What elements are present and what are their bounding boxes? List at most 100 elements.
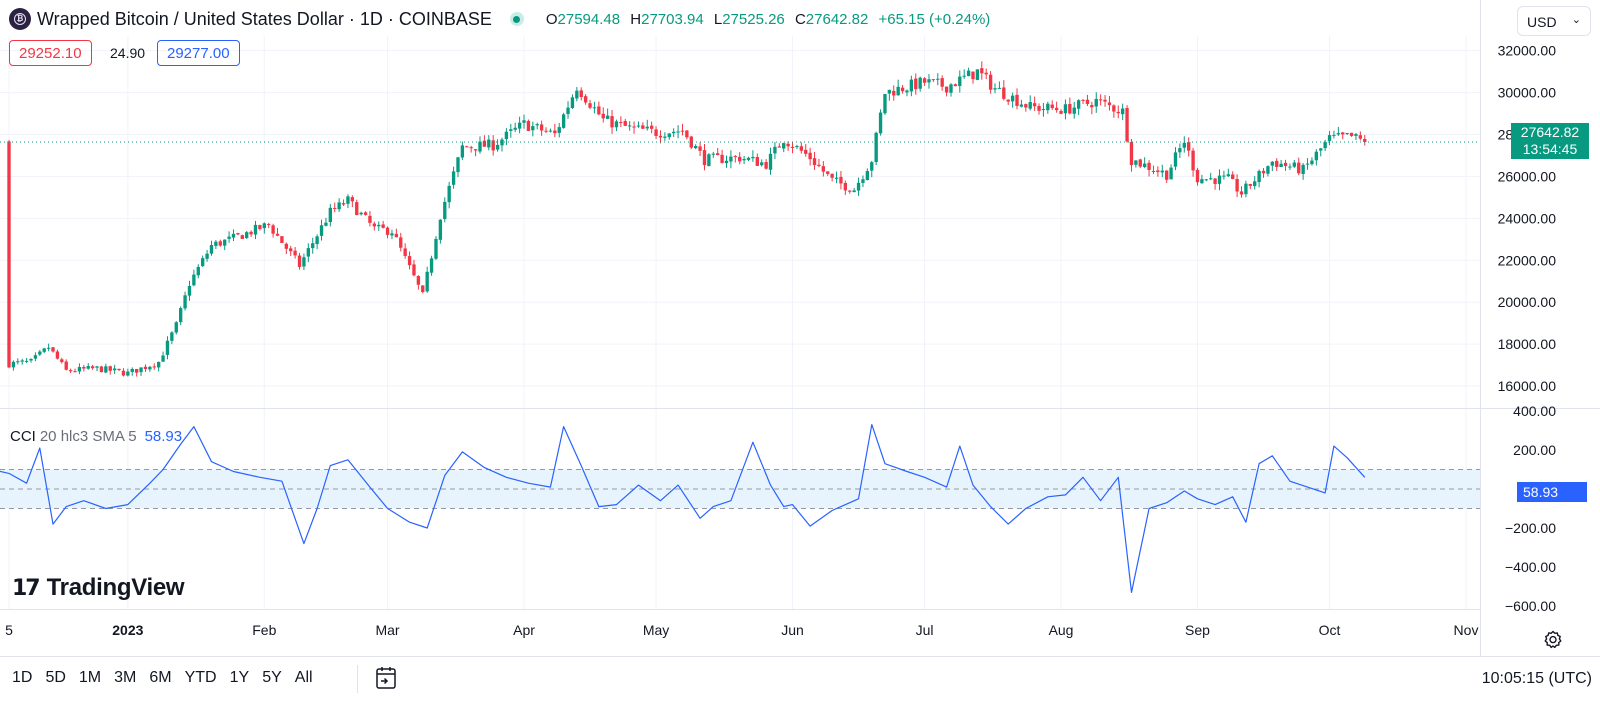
candle-body-down [1261,170,1266,174]
candle-body-up [975,69,980,80]
candle-body-down [812,158,817,166]
currency-value: USD [1527,14,1557,30]
settings-gear-icon[interactable] [1543,630,1563,650]
candle-body-up [522,120,526,123]
candle-body-up [178,308,183,323]
candle-body-down [1151,170,1156,172]
candle-body-up [949,84,953,93]
candle-body-up [729,156,733,162]
candle-body-down [1090,105,1094,108]
candle-body-down [848,190,852,192]
candle-body-down [372,223,377,227]
candle-body-down [1349,132,1354,136]
candle-body-up [966,70,971,77]
candle-body-up [328,207,333,223]
candle-body-down [117,368,121,371]
range-button-ytd[interactable]: YTD [184,669,217,686]
candle-body-up [359,212,363,215]
candle-body-down [240,235,244,239]
candle-body-down [1002,87,1006,99]
candle-body-up [201,258,205,267]
range-button-all[interactable]: All [294,669,313,686]
chart-canvas[interactable]: 16000.00 18000.00 20000.00 22000.00 24000.00… [0,0,1600,656]
currency-select[interactable]: USD ⌄ [1517,6,1591,36]
date-tick-label: Jul [916,622,934,638]
tradingview-logo[interactable]: 17 TradingView [12,574,185,602]
candle-body-down [539,124,544,131]
range-button-3m[interactable]: 3M [114,669,137,686]
candle-body-up [1301,164,1305,174]
utc-clock[interactable]: 10:05:15 (UTC) [1481,670,1592,687]
candle-body-down [1085,99,1090,105]
candle-body-up [1182,142,1186,148]
bitcoin-icon[interactable]: ₿ [9,8,31,30]
candle-body-up [1134,160,1138,165]
candle-body-down [1068,103,1072,114]
range-button-1d[interactable]: 1D [12,669,33,686]
candle-body-down [658,135,663,138]
date-tick-label: 2023 [112,622,143,638]
candle-body-down [720,154,724,163]
candle-body-up [1142,163,1147,168]
candle-body-down [1112,105,1116,112]
candle-body-down [1015,94,1019,106]
candle-body-up [592,107,597,109]
candle-body-down [1283,162,1288,167]
candle-body-up [605,115,610,119]
candle-body-up [183,295,187,309]
candle-body-down [491,140,495,151]
range-button-1y[interactable]: 1Y [229,669,250,686]
candle-body-down [267,224,271,226]
candle-body-down [482,140,487,147]
buy-price-button[interactable]: 29277.00 [157,40,240,66]
candle-body-up [170,332,174,341]
range-button-5y[interactable]: 5Y [262,669,282,686]
candle-body-down [984,72,988,75]
candle-body-down [108,366,112,371]
candle-body-up [205,253,209,259]
cci-legend[interactable]: CCI 20 hlc3 SMA 5 58.93 [10,428,182,445]
candle-body-up [20,360,24,362]
cci-tick-label: −600.00 [1505,598,1556,614]
goto-date-icon[interactable] [374,665,398,691]
cci-value-label: 58.93 [1517,482,1587,502]
candle-body-down [1187,142,1191,151]
candle-body-down [1138,159,1142,167]
candle-body-up [874,132,878,163]
candle-body-up [773,146,777,154]
price-tick-label: 22000.00 [1498,252,1557,268]
candle-body-down [702,150,707,166]
candle-body-up [1120,108,1125,115]
candle-body-down [944,86,949,93]
candle-body-down [988,74,993,90]
candle-body-down [623,121,627,126]
candle-body-up [997,87,1002,89]
candle-body-down [134,368,139,373]
candle-body-up [434,238,438,259]
candle-body-down [610,116,614,128]
candle-body-up [909,79,914,92]
candle-body-down [632,126,636,128]
candle-body-down [64,361,68,370]
range-button-5d[interactable]: 5D [45,669,66,686]
candlestick-series [0,61,1480,377]
candle-body-down [649,125,654,129]
cci-params: 20 hlc3 SMA 5 [39,428,137,445]
candle-body-up [443,201,447,220]
symbol-title[interactable]: Wrapped Bitcoin / United States Dollar ·… [37,8,492,29]
candle-body-down [641,125,645,129]
range-button-1m[interactable]: 1M [78,669,102,686]
candle-body-down [698,146,702,151]
candle-body-down [1024,104,1028,108]
candle-body-down [121,370,126,376]
low-value: 27525.26 [722,10,785,28]
candle-body-down [738,156,742,162]
price-tick-label: 26000.00 [1498,168,1557,184]
candle-body-up [1209,178,1213,180]
candle-body-up [174,322,178,333]
range-button-6m[interactable]: 6M [149,669,172,686]
candle-body-down [1116,111,1120,114]
sell-price-button[interactable]: 29252.10 [9,40,92,66]
candle-body-up [557,127,561,133]
market-open-icon[interactable] [509,12,524,26]
